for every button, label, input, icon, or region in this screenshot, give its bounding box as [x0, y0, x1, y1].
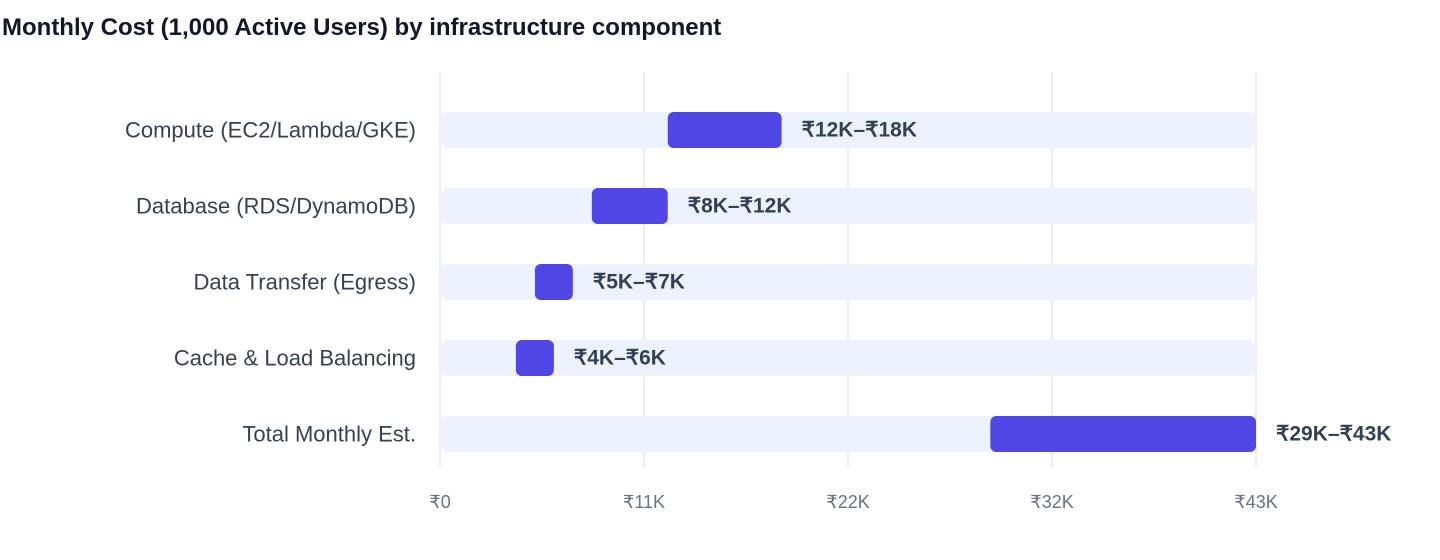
data-label: ₹29K–₹43K	[1276, 423, 1391, 446]
bar-track	[440, 188, 1256, 224]
data-labels: ₹12K–₹18K ₹8K–₹12K ₹5K–₹7K ₹4K–₹6K ₹29K–₹43K	[574, 119, 1392, 446]
category-label: Total Monthly Est.	[242, 422, 416, 447]
range-bar	[990, 416, 1256, 452]
x-tick-label: ₹43K	[1234, 492, 1277, 512]
range-bar	[534, 264, 573, 300]
bar-track	[440, 112, 1256, 148]
x-tick-label: ₹11K	[623, 492, 665, 512]
category-label: Database (RDS/DynamoDB)	[136, 194, 416, 219]
range-bar	[667, 112, 782, 148]
range-bar	[515, 340, 554, 376]
category-label: Data Transfer (Egress)	[193, 270, 416, 295]
data-label: ₹8K–₹12K	[688, 195, 792, 218]
data-label: ₹4K–₹6K	[574, 347, 666, 370]
category-label: Cache & Load Balancing	[174, 346, 416, 371]
category-labels: Compute (EC2/Lambda/GKE) Database (RDS/Dy…	[125, 118, 416, 447]
range-bars	[515, 112, 1256, 452]
range-bar	[591, 188, 668, 224]
category-label: Compute (EC2/Lambda/GKE)	[125, 118, 416, 143]
data-label: ₹12K–₹18K	[802, 119, 917, 142]
bar-track	[440, 340, 1256, 376]
x-tick-label: ₹0	[429, 492, 450, 512]
x-tick-label: ₹22K	[826, 492, 869, 512]
data-label: ₹5K–₹7K	[593, 271, 685, 294]
x-axis-tick-labels: ₹0 ₹11K ₹22K ₹32K ₹43K	[429, 492, 1277, 512]
x-tick-label: ₹32K	[1030, 492, 1073, 512]
bar-track	[440, 264, 1256, 300]
chart-title: Monthly Cost (1,000 Active Users) by inf…	[2, 14, 722, 41]
